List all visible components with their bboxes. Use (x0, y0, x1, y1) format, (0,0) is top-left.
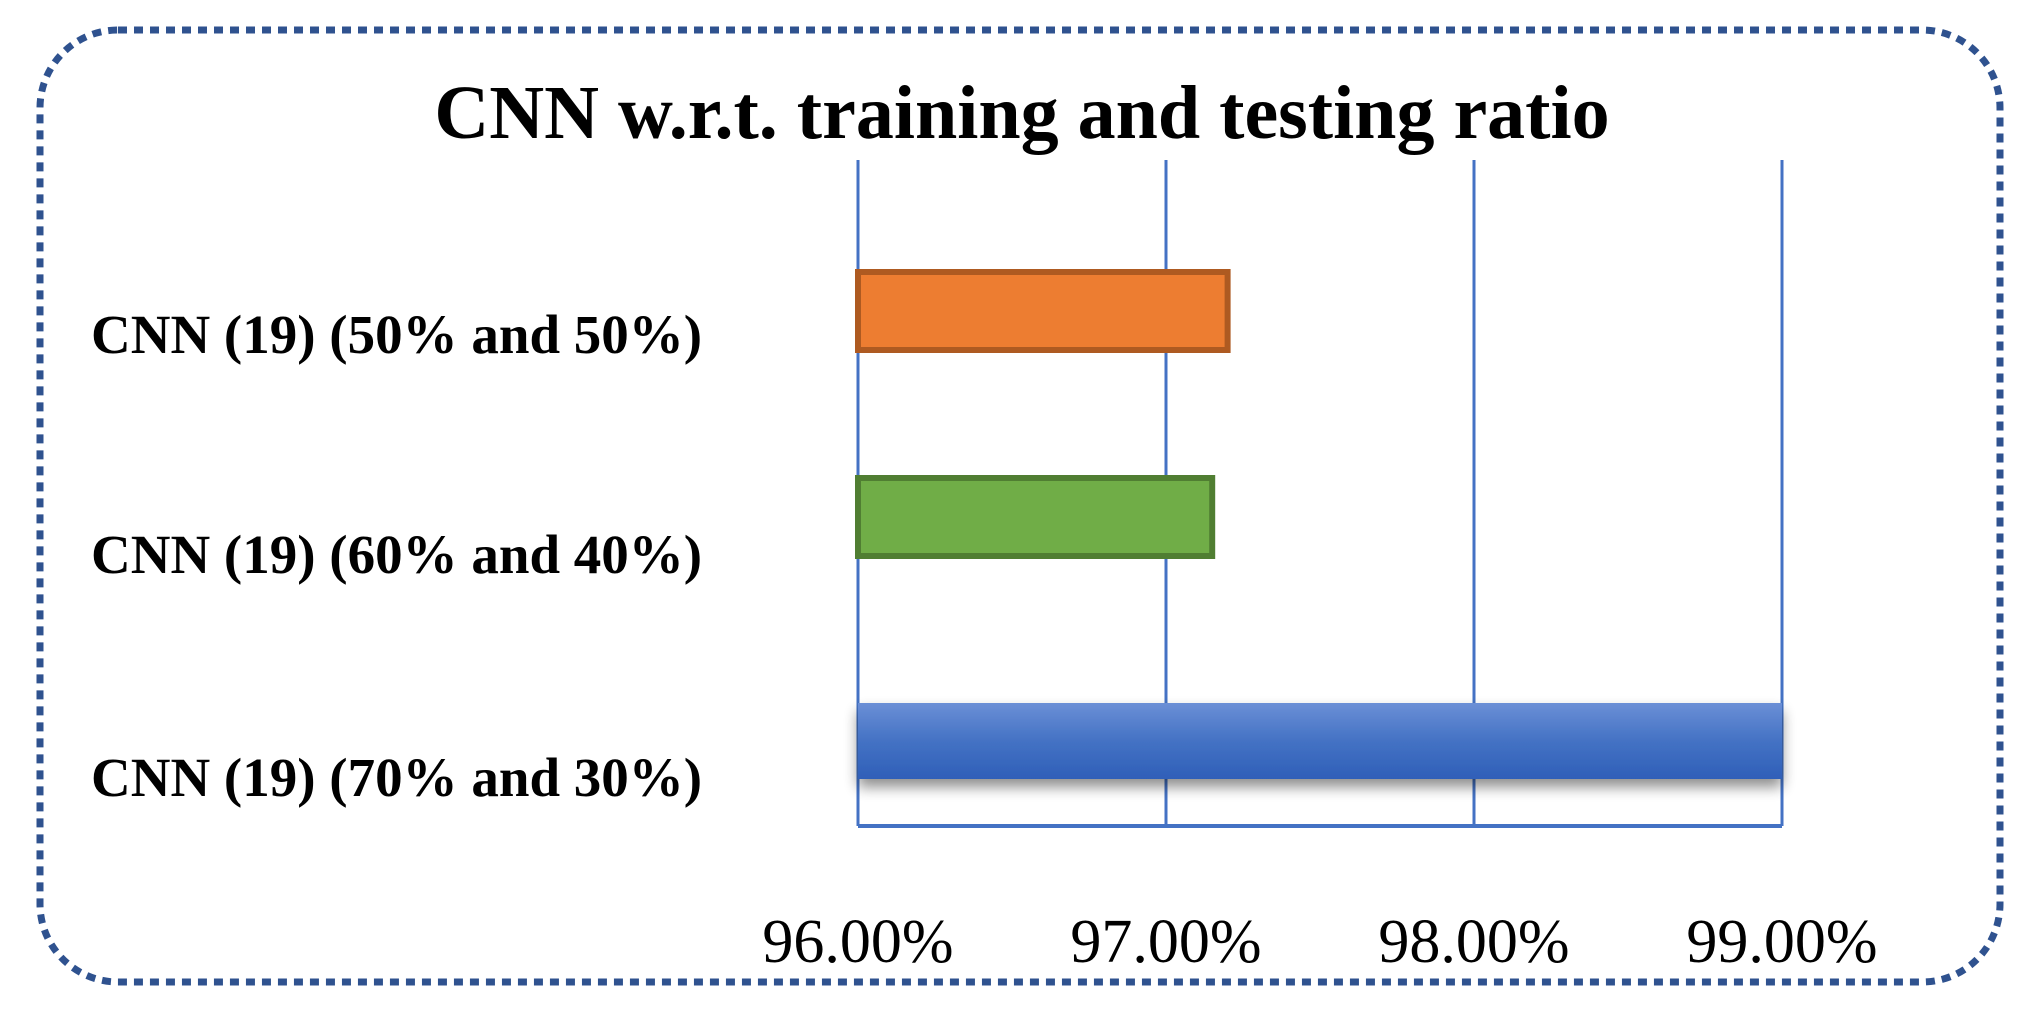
x-tick-label-0: 96.00% (762, 908, 953, 976)
x-axis-tick-labels: 96.00% 97.00% 98.00% 99.00% (762, 908, 1877, 976)
x-tick-label-3: 99.00% (1686, 908, 1877, 976)
x-tick-label-1: 97.00% (1070, 908, 1261, 976)
bar-2 (855, 475, 1216, 559)
category-label-3: CNN (19) (70% and 30%) (91, 747, 702, 808)
chart-frame (36, 26, 2004, 986)
bar-3 (858, 703, 1782, 779)
category-label-1: CNN (19) (50% and 50%) (91, 304, 702, 365)
category-labels: CNN (19) (50% and 50%) CNN (19) (60% and … (91, 304, 702, 808)
chart-title: CNN w.r.t. training and testing ratio (434, 71, 1609, 155)
x-tick-label-2: 98.00% (1378, 908, 1569, 976)
category-label-2: CNN (19) (60% and 40%) (91, 524, 702, 585)
bar-1 (855, 269, 1231, 353)
bars (855, 269, 1782, 779)
